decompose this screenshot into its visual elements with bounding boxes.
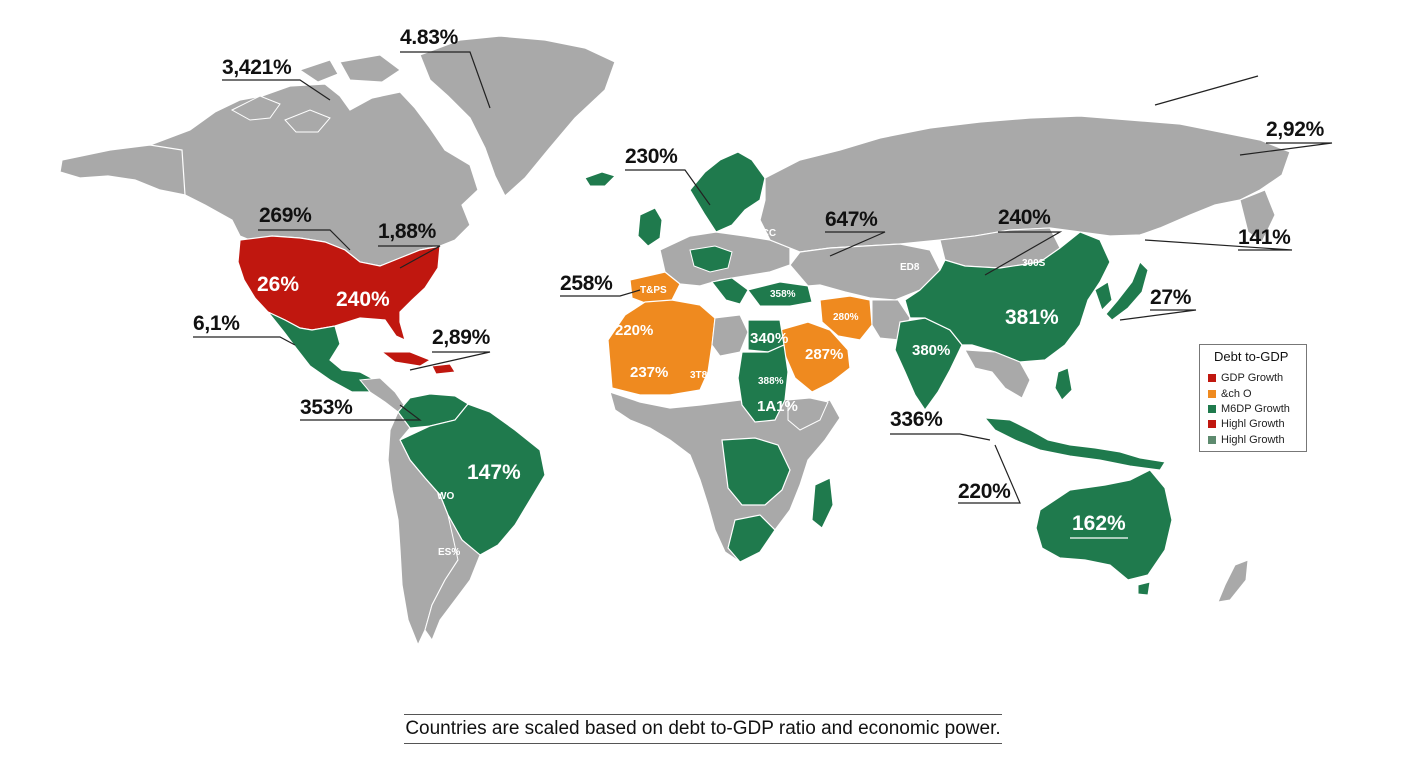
legend-title: Debt to-GDP [1214,349,1289,364]
alaska [59,144,186,196]
legend: Debt to-GDP GDP Growth &ch O M6DP Growth… [1199,344,1307,452]
china [904,231,1111,363]
callout-central-america: 353% [300,396,353,419]
canada-region [59,83,479,267]
label-egypt: 340% [750,330,789,347]
legend-item: GDP Growth [1208,371,1283,385]
label-north-africa-west: 220% [615,322,654,339]
callout-us-northeast: 1,88% [378,220,437,243]
callout-mexico: 6,1% [193,312,240,335]
turkey [747,281,813,307]
greenland [419,35,616,197]
label-argentina-small: ES% [438,547,461,558]
mexico [267,311,376,393]
philippines [1054,367,1073,401]
label-india: 380% [912,342,951,359]
label-s-america-small: WO [437,491,455,502]
central-america [359,377,405,413]
new-zealand [1217,559,1249,603]
label-brazil: 147% [467,461,521,484]
indonesia [983,417,1166,471]
korea [1094,281,1113,311]
argentina [424,514,481,642]
label-sudan: 388% [758,376,784,387]
label-iberia: T&PS [640,285,667,296]
southern-africa [727,514,776,563]
label-central-asia-small: ED8 [900,262,920,273]
legend-swatch [1208,420,1216,428]
callout-japan: 27% [1150,286,1192,309]
tasmania [1137,581,1151,596]
horn-of-africa [787,397,829,431]
callout-russia: 647% [825,208,878,231]
sudan [737,344,789,423]
callout-canada-arctic: 3,421% [222,56,292,79]
label-mongolia-small: 300S [1022,258,1046,269]
italy-balkans [711,277,749,305]
scandinavia [689,151,766,233]
legend-swatch [1208,405,1216,413]
legend-swatch [1208,390,1216,398]
callout-russia-east: 2,92% [1266,118,1325,141]
cuba [380,351,432,367]
legend-label: GDP Growth [1221,372,1284,384]
label-australia: 162% [1072,512,1126,535]
footer-caption: Countries are scaled based on debt to-GD… [405,718,1001,739]
iceland [584,171,616,187]
legend-item: Highl Growth [1208,417,1285,431]
callout-mongolia-china: 240% [998,206,1051,229]
legend-item: Highl Growth [1208,433,1285,447]
arctic-islands [230,54,401,133]
callout-iberia: 258% [560,272,613,295]
label-usa-west: 26% [257,273,300,296]
legend-item: M6DP Growth [1208,402,1290,416]
label-iran: 280% [833,312,859,323]
legend-item: &ch O [1208,387,1252,401]
label-usa-east: 240% [336,288,390,311]
callout-indonesia: 336% [890,408,943,431]
libya [711,314,749,357]
footer-rule-bottom [404,743,1002,744]
southeast-asia [964,349,1031,399]
australia [1035,469,1173,581]
arabia [779,321,851,393]
callout-greenland: 4.83% [400,26,459,49]
madagascar [811,477,834,529]
uk [637,207,663,247]
central-europe-green [689,245,733,273]
legend-label: &ch O [1221,388,1252,400]
central-africa [721,437,791,506]
callout-japan-north: 141% [1238,226,1291,249]
legend-label: Highl Growth [1221,434,1285,446]
legend-label: M6DP Growth [1221,403,1290,415]
label-turkey: 358% [770,289,796,300]
label-arabia: 287% [805,346,844,363]
callout-caribbean: 2,89% [432,326,491,349]
leader-lines [193,51,1333,504]
japan [1105,261,1149,321]
kamchatka [1239,189,1276,243]
label-horn: 1A1% [757,398,798,415]
callout-iceland-europe: 230% [625,145,678,168]
label-china: 381% [1005,306,1059,329]
label-ukraine-small: ECC [755,228,777,239]
legend-swatch [1208,436,1216,444]
callout-australia-west: 220% [958,480,1011,503]
callout-canada: 269% [259,204,312,227]
label-north-africa-mid: 237% [630,364,669,381]
hispaniola [431,363,456,375]
central-asia [789,243,941,301]
label-north-africa-e: 3T8 [690,370,708,381]
legend-label: Highl Growth [1221,418,1285,430]
iran [819,295,873,341]
legend-swatch [1208,374,1216,382]
footer-rule-top [404,714,1002,715]
